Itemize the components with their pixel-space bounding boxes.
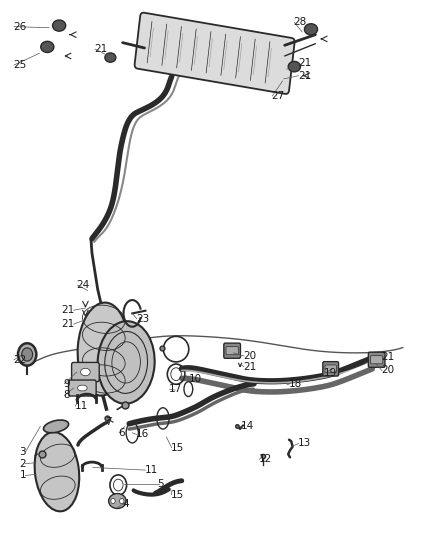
Ellipse shape (304, 23, 318, 35)
Ellipse shape (288, 61, 300, 72)
Text: 11: 11 (145, 465, 158, 475)
Text: 8: 8 (64, 391, 70, 400)
Ellipse shape (41, 41, 54, 53)
Text: 19: 19 (324, 368, 337, 378)
Text: 5: 5 (158, 479, 164, 489)
FancyBboxPatch shape (226, 346, 238, 355)
Text: 21: 21 (298, 71, 311, 80)
Ellipse shape (81, 368, 90, 376)
Ellipse shape (105, 53, 116, 62)
Text: 14: 14 (241, 422, 254, 431)
Ellipse shape (43, 420, 69, 433)
FancyBboxPatch shape (325, 365, 336, 373)
Ellipse shape (78, 385, 87, 391)
Text: 23: 23 (136, 314, 149, 324)
Text: 11: 11 (74, 401, 88, 411)
Ellipse shape (109, 494, 126, 508)
Text: 21: 21 (61, 319, 74, 329)
Text: 1: 1 (20, 471, 26, 480)
Text: 21: 21 (298, 58, 311, 68)
FancyBboxPatch shape (71, 362, 99, 382)
Text: 26: 26 (13, 22, 26, 31)
Text: 20: 20 (381, 366, 394, 375)
Text: 9: 9 (64, 379, 70, 389)
Text: 17: 17 (169, 384, 182, 394)
Text: 21: 21 (243, 362, 256, 372)
Text: 27: 27 (272, 91, 285, 101)
FancyBboxPatch shape (368, 352, 385, 367)
Text: 4: 4 (123, 499, 129, 508)
Text: 24: 24 (77, 280, 90, 290)
Ellipse shape (120, 498, 124, 504)
Text: 20: 20 (243, 351, 256, 361)
Text: 3: 3 (20, 447, 26, 457)
Ellipse shape (35, 432, 79, 511)
Text: 12: 12 (258, 455, 272, 464)
Ellipse shape (111, 498, 115, 504)
Text: 16: 16 (136, 430, 149, 439)
FancyBboxPatch shape (323, 361, 339, 376)
Text: 13: 13 (298, 439, 311, 448)
Text: 6: 6 (118, 428, 125, 438)
Ellipse shape (98, 321, 155, 403)
Text: 2: 2 (20, 459, 26, 469)
FancyBboxPatch shape (371, 356, 383, 364)
Text: 7: 7 (105, 417, 112, 427)
Ellipse shape (53, 20, 66, 31)
Text: 25: 25 (13, 60, 26, 70)
Text: 15: 15 (171, 443, 184, 453)
FancyBboxPatch shape (134, 13, 295, 94)
Text: 21: 21 (94, 44, 107, 54)
FancyBboxPatch shape (68, 380, 96, 396)
Text: 28: 28 (293, 18, 307, 27)
Text: 22: 22 (13, 355, 26, 365)
Text: 21: 21 (61, 305, 74, 315)
Text: 18: 18 (289, 379, 302, 389)
Text: 10: 10 (188, 375, 201, 384)
Text: 21: 21 (381, 352, 394, 362)
Ellipse shape (78, 303, 128, 395)
Ellipse shape (18, 343, 36, 366)
Ellipse shape (21, 348, 32, 361)
Text: 15: 15 (171, 490, 184, 499)
FancyBboxPatch shape (224, 343, 240, 358)
